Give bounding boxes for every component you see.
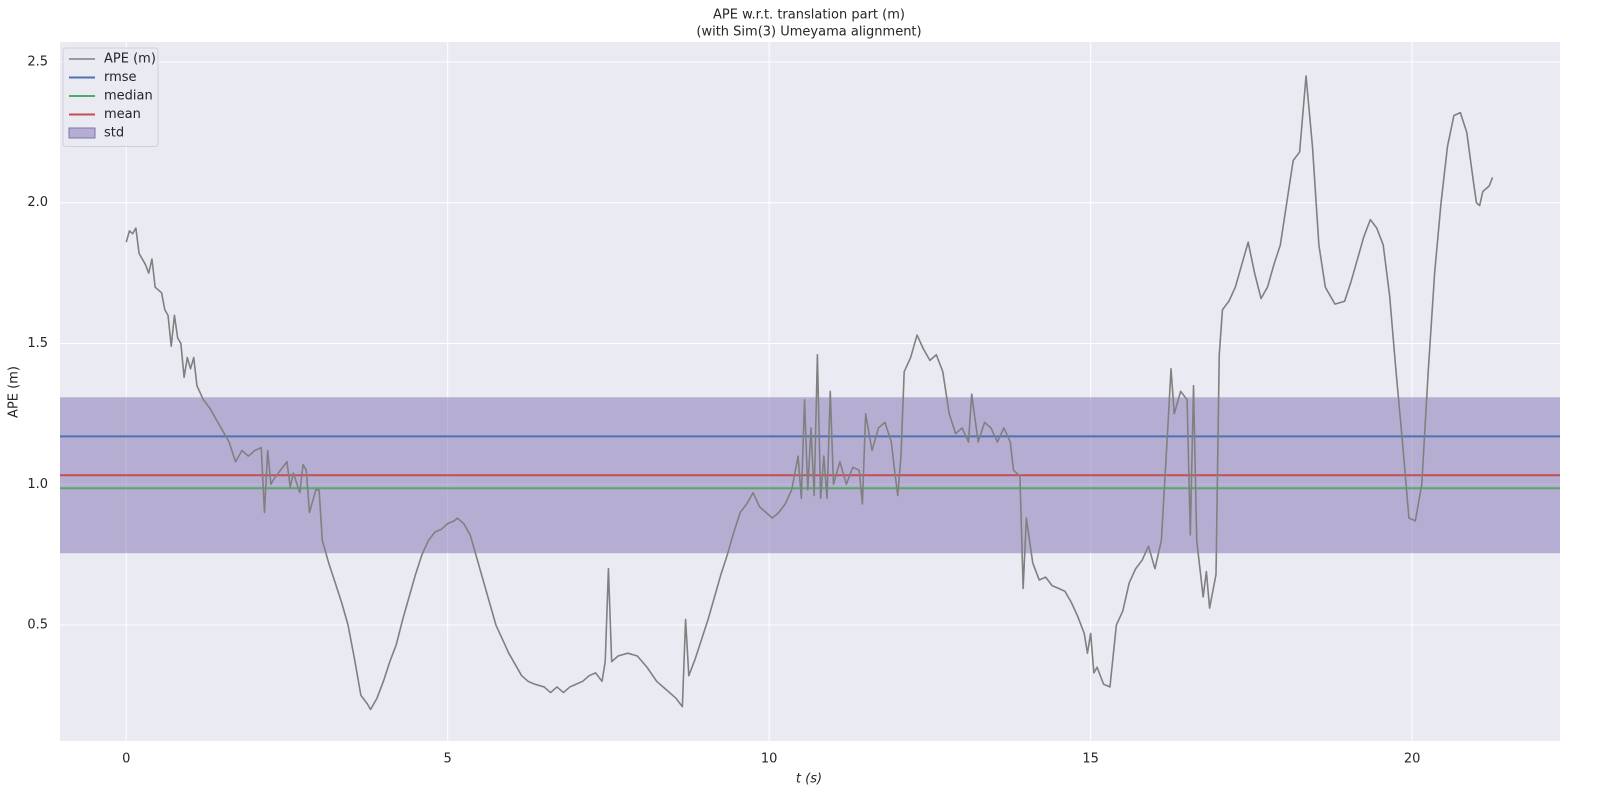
x-tick-label: 5 [444,752,452,767]
y-tick-label: 2.0 [27,195,48,210]
y-tick-label: 1.5 [27,336,48,351]
legend: APE (m) rmse median mean std [62,47,159,147]
y-tick-label: 2.5 [27,54,48,69]
y-tick-label: 1.0 [27,477,48,492]
y-axis-label: APE (m) [7,366,22,418]
x-tick-label: 0 [122,752,130,767]
legend-label: std [104,126,124,141]
y-tick-label: 0.5 [27,618,48,633]
legend-label: median [104,89,153,104]
legend-swatch [68,127,96,139]
legend-label: mean [104,107,141,122]
ape-line [125,75,1494,711]
x-tick-label: 20 [1404,752,1421,767]
x-tick-label: 10 [761,752,778,767]
legend-label: rmse [104,70,137,85]
marks [60,75,1560,711]
legend-box [62,47,159,147]
chart-subtitle: (with Sim(3) Umeyama alignment) [696,25,921,40]
chart-title: APE w.r.t. translation part (m) [713,8,905,23]
legend-label: APE (m) [104,52,156,67]
plot-area [60,42,1560,741]
x-tick-label: 15 [1082,752,1099,767]
x-axis-label: t (s) [796,772,822,787]
